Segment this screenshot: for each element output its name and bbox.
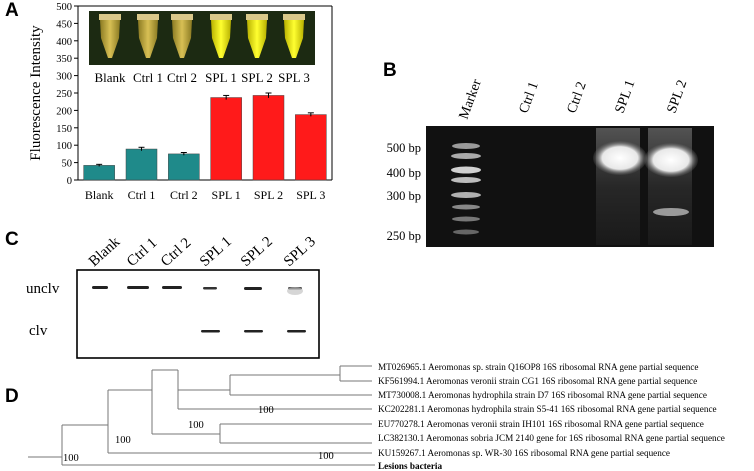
tube: [210, 14, 232, 58]
row-label-uncleaved: unclv: [26, 281, 60, 297]
tube-photo: [89, 11, 315, 65]
panel-label-a: A: [5, 0, 19, 21]
x-tick-label: Blank: [85, 188, 114, 202]
bootstrap-value: 100: [63, 453, 79, 464]
y-tick-label: 100: [56, 141, 72, 152]
tube-labels: Blank Ctrl 1 Ctrl 2 SPL 1 SPL 2 SPL 3: [94, 70, 309, 85]
tree-taxa-labels: MT026965.1 Aeromonas sp. strain Q16OP8 1…: [378, 362, 725, 471]
gel-size-label: 250 bp: [387, 229, 421, 243]
y-tick-label: 400: [56, 37, 72, 48]
tube-label: SPL 2: [241, 70, 273, 85]
y-tick-label: 300: [56, 72, 72, 83]
tube: [246, 14, 268, 58]
taxon-label: MT026965.1 Aeromonas sp. strain Q16OP8 1…: [378, 362, 699, 372]
panel-label-b: B: [383, 60, 397, 81]
bar-series: [83, 92, 327, 181]
y-tick-label: 200: [56, 106, 72, 117]
panel-label-c: C: [5, 229, 19, 250]
taxon-label: KC202281.1 Aeromonas hydrophila strain S…: [378, 404, 717, 414]
taxon-label: KU159267.1 Aeromonas sp. WR-30 16S ribos…: [378, 448, 670, 458]
taxon-label: LC382130.1 Aeromonas sobria JCM 2140 gen…: [378, 433, 725, 443]
x-tick-label: Ctrl 2: [170, 188, 198, 202]
bootstrap-value: 100: [188, 420, 204, 431]
taxon-label: EU770278.1 Aeromonas veronii strain IH10…: [378, 419, 704, 429]
x-axis-labels: Blank Ctrl 1 Ctrl 2 SPL 1 SPL 2 SPL 3: [85, 188, 326, 202]
bar: [295, 114, 327, 181]
x-tick-label: SPL 2: [254, 188, 283, 202]
x-tick-label: Ctrl 1: [128, 188, 156, 202]
gel-size-labels: 500 bp 400 bp 300 bp 250 bp: [387, 141, 421, 243]
panel-label-d: D: [5, 386, 19, 407]
bootstrap-values: 100 100 100 100 100: [63, 405, 334, 464]
y-tick-label: 450: [56, 19, 72, 30]
taxon-label: KF561994.1 Aeromonas veronii strain CG1 …: [378, 376, 697, 386]
x-tick-label: SPL 1: [212, 188, 241, 202]
x-tick-label: SPL 3: [296, 188, 325, 202]
bar: [252, 95, 285, 181]
y-tick-label: 250: [56, 89, 72, 100]
y-tick-label: 150: [56, 124, 72, 135]
bootstrap-value: 100: [115, 435, 131, 446]
tube-label: Ctrl 2: [167, 70, 197, 85]
band-spl2: [644, 143, 698, 177]
gel-size-label: 500 bp: [387, 141, 421, 155]
y-axis-ticks: 0 50 100 150 200 250 300 350 400 450 500: [56, 2, 78, 187]
row-label-cleaved: clv: [29, 323, 48, 339]
tube-label: SPL 3: [278, 70, 310, 85]
blot-bands: [92, 286, 306, 333]
y-tick-label: 350: [56, 54, 72, 65]
tube: [137, 14, 159, 58]
bootstrap-value: 100: [318, 451, 334, 462]
taxon-label: MT730008.1 Aeromonas hydrophila strain D…: [378, 390, 707, 400]
taxon-label: Lesions bacteria: [378, 461, 442, 471]
blot-frame: [76, 269, 320, 359]
bootstrap-value: 100: [258, 405, 274, 416]
y-tick-label: 50: [62, 159, 73, 170]
y-axis-title: Fluorescence Intensity: [28, 25, 44, 161]
tube-label: Blank: [94, 70, 126, 85]
band-spl1: [593, 141, 647, 175]
bar: [125, 148, 158, 181]
marker-bands: [451, 143, 481, 235]
tube: [283, 14, 305, 58]
tube-label: Ctrl 1: [133, 70, 163, 85]
gel-size-label: 400 bp: [387, 166, 421, 180]
tree-branches: [28, 365, 375, 466]
gel-size-label: 300 bp: [387, 189, 421, 203]
y-tick-label: 0: [67, 176, 72, 187]
bar: [168, 153, 200, 181]
tube: [99, 14, 121, 58]
tube: [171, 14, 193, 58]
chart-axes: [77, 5, 333, 181]
tube-label: SPL 1: [205, 70, 237, 85]
band-spl2-minor: [653, 208, 689, 216]
y-tick-label: 500: [56, 2, 72, 13]
